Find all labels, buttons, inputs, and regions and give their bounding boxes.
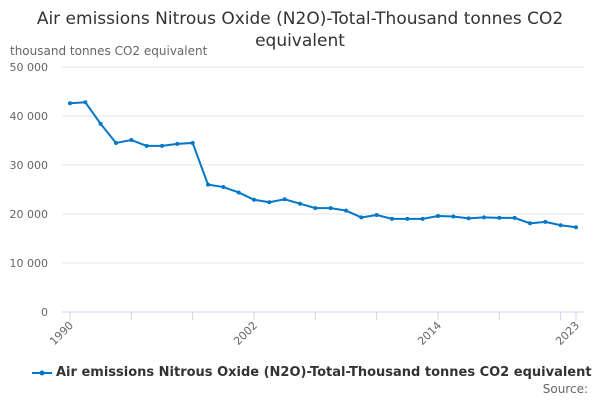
data-point [175,141,180,146]
data-point [267,200,272,205]
data-point [405,216,410,221]
y-axis-label: thousand tonnes CO2 equivalent [10,44,208,58]
data-point [313,206,318,211]
data-point [497,215,502,220]
data-point [359,215,364,220]
data-point [206,182,210,187]
data-point [574,225,578,230]
data-point [83,100,88,105]
data-point [129,138,134,143]
legend-line-icon [32,370,52,375]
y-tick-label: 0 [41,306,48,319]
data-point [451,214,456,219]
data-point [420,216,425,221]
data-point [298,201,302,206]
data-point [236,190,241,195]
x-tick-label: 2002 [231,319,260,348]
data-point [374,212,379,217]
data-point [144,143,149,148]
y-tick-label: 40 000 [10,110,49,123]
x-tick-label: 2014 [415,319,444,348]
source-label: Source: [542,382,588,396]
y-tick-label: 50 000 [10,61,49,74]
data-point [344,208,348,213]
chart-title: Air emissions Nitrous Oxide (N2O)-Total-… [36,9,564,51]
data-point [390,216,394,221]
data-point [528,221,532,226]
data-point [512,215,517,220]
data-point [482,215,486,220]
data-point [114,140,118,145]
data-point [190,140,195,145]
data-point [221,185,226,190]
data-point [558,223,563,228]
series-line [69,101,577,229]
y-tick-label: 20 000 [10,208,49,221]
data-point [543,219,548,224]
y-tick-label: 30 000 [10,159,49,172]
legend-item[interactable]: Air emissions Nitrous Oxide (N2O)-Total-… [32,365,592,380]
x-tick-label: 2023 [553,319,582,348]
data-point [282,197,287,202]
x-tick-label: 1990 [47,319,76,348]
data-point [466,216,471,221]
data-point [160,143,164,148]
data-point [328,206,333,211]
data-point [98,121,103,126]
data-point [252,197,256,202]
legend-label: Air emissions Nitrous Oxide (N2O)-Total-… [56,365,592,380]
data-point [436,213,440,218]
y-tick-label: 10 000 [10,257,49,270]
data-point [68,101,72,106]
